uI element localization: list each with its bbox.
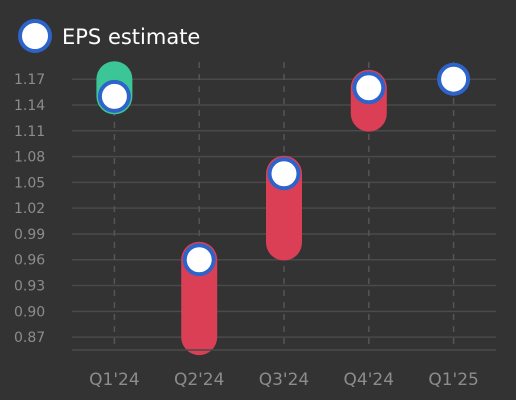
- x-tick-label: Q4'24: [344, 370, 395, 390]
- y-tick-label: 0.93: [14, 279, 45, 295]
- x-tick-label: Q1'25: [428, 370, 479, 390]
- legend-label: EPS estimate: [62, 25, 200, 49]
- eps-estimate-point[interactable]: [437, 62, 471, 96]
- eps-markers: [97, 62, 471, 277]
- y-tick-label: 1.11: [14, 124, 45, 140]
- y-tick-label: 1.17: [14, 72, 45, 88]
- axes: 0.87 0.90 0.93 0.96 0.99 1.02 1.05 1.08 1.11 1.14…: [14, 72, 496, 390]
- y-tick-label: 1.05: [14, 175, 45, 191]
- eps-estimate-point[interactable]: [97, 79, 131, 113]
- x-tick-label: Q2'24: [174, 370, 225, 390]
- y-tick-label: 0.90: [14, 304, 45, 320]
- legend[interactable]: EPS estimate: [18, 19, 200, 53]
- y-tick-label: 0.96: [14, 253, 45, 269]
- y-tick-label: 0.87: [14, 330, 45, 346]
- eps-estimate-point[interactable]: [182, 243, 216, 277]
- eps-estimate-point[interactable]: [267, 157, 301, 191]
- y-tick-label: 1.08: [14, 150, 45, 166]
- eps-estimate-point[interactable]: [352, 71, 386, 105]
- legend-marker-icon: [18, 19, 52, 53]
- x-tick-label: Q1'24: [89, 370, 140, 390]
- y-tick-label: 0.99: [14, 227, 45, 243]
- y-tick-label: 1.02: [14, 201, 45, 217]
- x-tick-label: Q3'24: [259, 370, 310, 390]
- y-tick-label: 1.14: [14, 98, 45, 114]
